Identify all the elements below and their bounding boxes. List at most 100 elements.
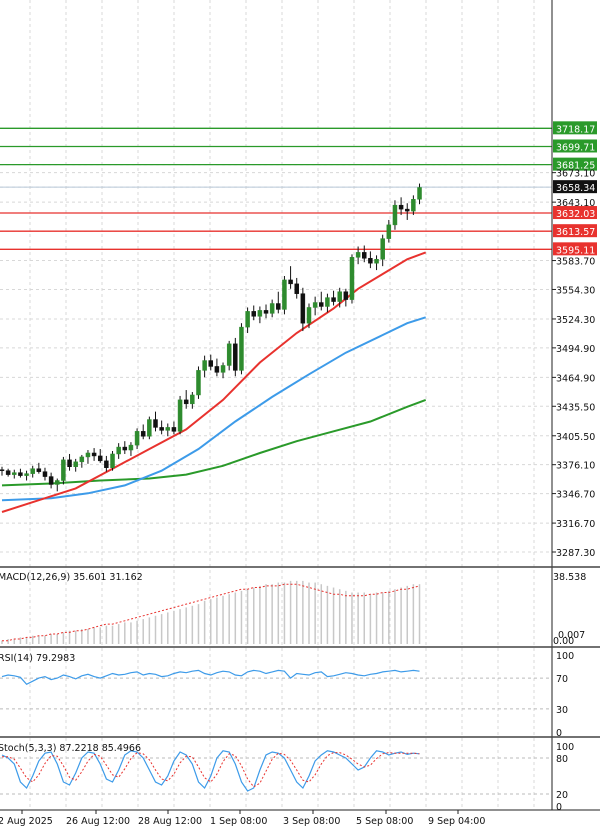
- candle-body: [122, 446, 128, 451]
- candle-body: [294, 283, 299, 294]
- candle-body: [153, 419, 158, 428]
- stoch-tick-label: 0: [556, 802, 562, 813]
- candle-body: [97, 455, 103, 462]
- candle: [312, 296, 318, 316]
- stoch-label: Stoch(5,3,3) 87.2218 85.4966: [0, 743, 141, 754]
- candle: [67, 453, 72, 471]
- candle-body: [190, 394, 195, 405]
- candle: [91, 448, 97, 461]
- candle: [12, 469, 17, 479]
- candle-body: [257, 310, 263, 317]
- candle-body: [374, 259, 379, 264]
- candle-body: [226, 343, 232, 366]
- candle-body: [312, 302, 318, 308]
- price-tick-label: 3316.70: [556, 519, 595, 530]
- resistance-level-label: 3718.17: [556, 124, 595, 135]
- candle: [202, 355, 207, 378]
- candle: [263, 304, 269, 319]
- candle-body: [386, 224, 392, 239]
- candle: [116, 443, 121, 459]
- candle: [73, 458, 78, 472]
- time-axis: 22 Aug 2025 26 Aug 12:00 28 Aug 12:00 1 Sep…: [0, 810, 485, 827]
- candle: [61, 456, 66, 485]
- candle-body: [417, 187, 422, 200]
- time-tick-label: 26 Aug 12:00: [66, 816, 130, 827]
- support-level-label: 3595.11: [556, 245, 595, 256]
- candle: [368, 251, 373, 269]
- price-tick-label: 3583.70: [556, 257, 595, 268]
- resistance-level-label: 3699.71: [556, 142, 595, 153]
- candle: [110, 451, 115, 471]
- candle: [196, 366, 201, 399]
- candle: [331, 290, 336, 306]
- price-tick-label: 3287.30: [556, 548, 595, 559]
- price-tick-label: 3643.10: [556, 198, 595, 209]
- price-tick-label: 3464.90: [556, 373, 595, 384]
- candle: [349, 254, 355, 304]
- rsi-tick-label: 70: [556, 674, 568, 685]
- ma-fast-line: [1, 251, 427, 513]
- candle-body: [110, 453, 115, 468]
- current-price-box: [553, 180, 597, 194]
- candle-body: [5, 470, 11, 475]
- rsi-line: [1, 669, 420, 686]
- candle: [282, 275, 287, 315]
- candle: [183, 390, 189, 409]
- candle-body: [368, 258, 373, 264]
- candle-body: [12, 472, 17, 475]
- candle: [355, 246, 361, 265]
- horizontal-levels[interactable]: 3718.17 3699.71 3681.25 3632.03 3613.57 3595.…: [0, 121, 597, 256]
- candle-body: [147, 419, 152, 437]
- candle-body: [24, 473, 29, 476]
- candle-body: [269, 303, 275, 314]
- candle-body: [42, 471, 48, 477]
- candle: [122, 441, 128, 454]
- macd-top-value: 38.538: [553, 572, 586, 583]
- candle-body: [134, 431, 140, 446]
- candle-body: [183, 399, 189, 405]
- candle: [233, 337, 238, 377]
- candle: [0, 466, 5, 476]
- candle: [5, 468, 11, 477]
- candle-body: [36, 468, 42, 472]
- candle-body: [171, 427, 177, 432]
- candle-body: [362, 252, 367, 259]
- resistance-level-box: [553, 121, 597, 135]
- candle-body: [337, 291, 342, 302]
- candle: [343, 288, 349, 307]
- candle-body: [411, 199, 416, 212]
- support-level-box: [553, 242, 597, 256]
- candle: [288, 266, 293, 289]
- ma-mid-line: [1, 316, 427, 502]
- candle: [85, 450, 91, 464]
- candle-body: [91, 452, 97, 457]
- candle-body: [398, 204, 404, 210]
- time-tick-label: 22 Aug 2025: [0, 816, 53, 827]
- candle: [245, 307, 250, 334]
- candle-body: [288, 279, 293, 285]
- candle: [306, 303, 312, 329]
- candle-body: [392, 204, 398, 226]
- rsi-label: RSI(14) 79.2983: [0, 653, 75, 664]
- candle-body: [73, 461, 78, 467]
- macd-bottom-value: 0.00: [553, 636, 574, 647]
- price-tick-label: 3494.90: [556, 344, 595, 355]
- candle-body: [177, 399, 183, 432]
- candle: [104, 455, 109, 472]
- candle-body: [319, 302, 324, 307]
- candle: [319, 291, 324, 311]
- candle: [404, 203, 410, 220]
- candle: [208, 354, 214, 371]
- candle: [42, 467, 48, 481]
- candle-body: [196, 370, 201, 396]
- candle: [276, 291, 281, 314]
- current-price-label: 3658.34: [556, 183, 595, 194]
- candle: [325, 293, 330, 313]
- support-level-box: [553, 224, 597, 238]
- candle: [165, 423, 171, 437]
- candle-body: [208, 360, 214, 367]
- candle: [239, 323, 244, 375]
- time-tick-label: 28 Aug 12:00: [138, 816, 202, 827]
- candle-body: [128, 444, 134, 451]
